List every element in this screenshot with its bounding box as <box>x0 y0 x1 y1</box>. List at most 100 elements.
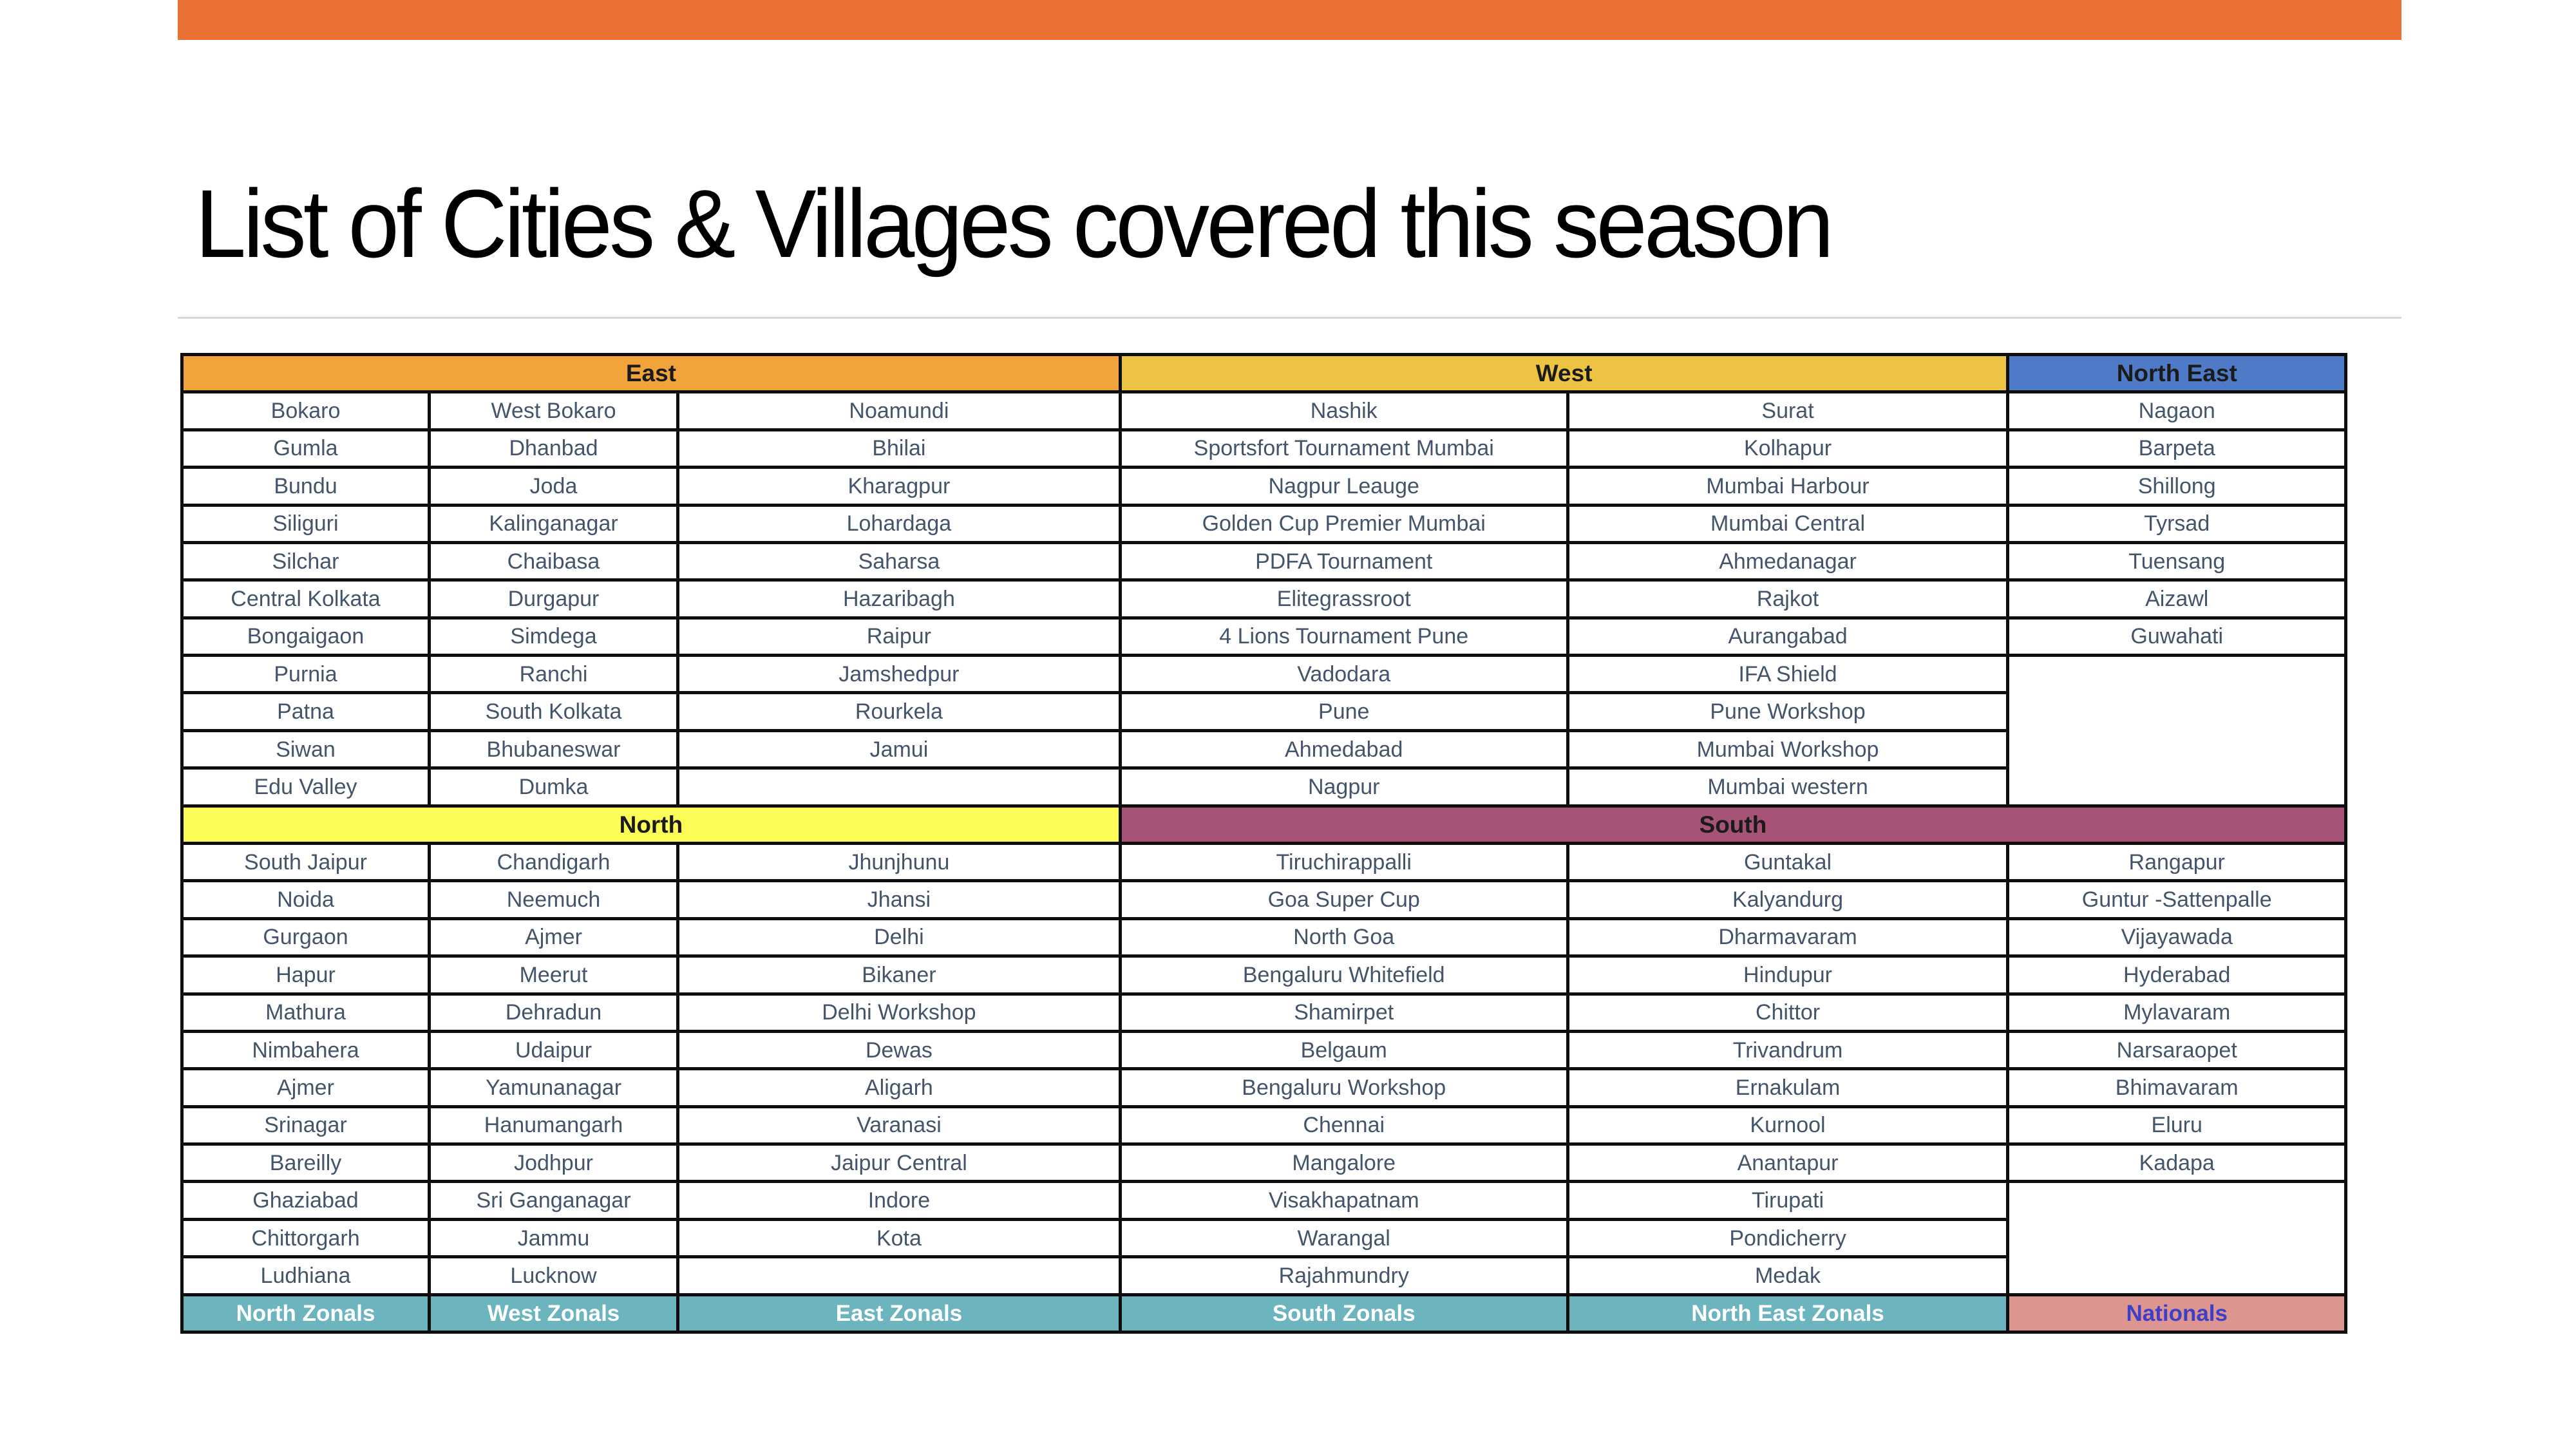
table-cell: Durgapur <box>431 582 676 616</box>
table-cell: Vadodara <box>1121 657 1566 692</box>
table-cell: Mangalore <box>1121 1146 1566 1180</box>
table-cell: Noamundi <box>679 393 1119 428</box>
table-cell: Gurgaon <box>184 920 428 955</box>
table-cell: Udaipur <box>431 1032 676 1068</box>
footer-nationals: Nationals <box>2009 1296 2344 1331</box>
table-cell: Bongaigaon <box>184 619 428 654</box>
table-cell: Bhimavaram <box>2009 1070 2344 1105</box>
table-cell: Surat <box>1569 393 2007 428</box>
table-cell: Ernakulam <box>1569 1070 2007 1105</box>
table-cell: Bhilai <box>679 431 1119 466</box>
table-cell: Narsaraopet <box>2009 1032 2344 1068</box>
page-title: List of Cities & Villages covered this s… <box>195 169 1834 278</box>
table-cell: Kalyandurg <box>1569 882 2007 917</box>
table-cell: Belgaum <box>1121 1032 1566 1068</box>
table-cell: Joda <box>431 469 676 504</box>
table-cell: Dewas <box>679 1032 1119 1068</box>
table-cell: Bundu <box>184 469 428 504</box>
table-cell: Ranchi <box>431 657 676 692</box>
table-cell: Warangal <box>1121 1220 1566 1256</box>
table-cell: Mathura <box>184 995 428 1030</box>
table-cell: Chittorgarh <box>184 1220 428 1256</box>
table-cell: Ahmedabad <box>1121 732 1566 767</box>
table-cell: Hyderabad <box>2009 958 2344 992</box>
table-cell: Guntakal <box>1569 845 2007 880</box>
table-cell: Bengaluru Workshop <box>1121 1070 1566 1105</box>
empty-cell <box>679 1258 1119 1293</box>
table-cell: Bhubaneswar <box>431 732 676 767</box>
table-cell: Lohardaga <box>679 506 1119 541</box>
table-cell: Ghaziabad <box>184 1183 428 1218</box>
table-cell: Nagpur <box>1121 770 1566 804</box>
table-cell: Meerut <box>431 958 676 992</box>
table-cell: Dhanbad <box>431 431 676 466</box>
table-cell: Shamirpet <box>1121 995 1566 1030</box>
table-cell: Noida <box>184 882 428 917</box>
region-header-north-east: North East <box>2009 356 2344 391</box>
table-cell: Kurnool <box>1569 1108 2007 1143</box>
table-cell: Kolhapur <box>1569 431 2007 466</box>
table-cell: Mumbai Workshop <box>1569 732 2007 767</box>
table-cell: Central Kolkata <box>184 582 428 616</box>
table-cell: Ludhiana <box>184 1258 428 1293</box>
table-cell: Mumbai western <box>1569 770 2007 804</box>
table-cell: Silchar <box>184 544 428 579</box>
table-cell: Jamui <box>679 732 1119 767</box>
table-cell: Nagaon <box>2009 393 2344 428</box>
table-cell: Nagpur Leauge <box>1121 469 1566 504</box>
table-cell: Visakhapatnam <box>1121 1183 1566 1218</box>
table-cell: Pune <box>1121 694 1566 729</box>
table-cell: Simdega <box>431 619 676 654</box>
table-cell: Kalinganagar <box>431 506 676 541</box>
table-cell: Hapur <box>184 958 428 992</box>
footer-south-zonals: South Zonals <box>1121 1296 1566 1331</box>
table-cell: Aligarh <box>679 1070 1119 1105</box>
table-cell: IFA Shield <box>1569 657 2007 692</box>
table-cell: Jodhpur <box>431 1146 676 1180</box>
footer-north-zonals: North Zonals <box>184 1296 428 1331</box>
table-cell: Trivandrum <box>1569 1032 2007 1068</box>
table-cell: Pune Workshop <box>1569 694 2007 729</box>
table-cell: Medak <box>1569 1258 2007 1293</box>
footer-east-zonals: East Zonals <box>679 1296 1119 1331</box>
top-accent-bar <box>178 0 2401 40</box>
table-cell: Gumla <box>184 431 428 466</box>
table-cell: Chennai <box>1121 1108 1566 1143</box>
table-cell: Eluru <box>2009 1108 2344 1143</box>
table-cell: Varanasi <box>679 1108 1119 1143</box>
table-cell: Srinagar <box>184 1108 428 1143</box>
table-cell: Chandigarh <box>431 845 676 880</box>
table-cell: Barpeta <box>2009 431 2344 466</box>
table-cell: Chittor <box>1569 995 2007 1030</box>
region-header-east: East <box>184 356 1119 391</box>
table-cell: Sri Ganganagar <box>431 1183 676 1218</box>
footer-north-east-zonals: North East Zonals <box>1569 1296 2007 1331</box>
cities-table: East West North East Bokaro Gumla Bundu Siligu… <box>180 353 2347 1334</box>
footer-west-zonals: West Zonals <box>431 1296 676 1331</box>
table-cell: Edu Valley <box>184 770 428 804</box>
table-cell: Guntur -Sattenpalle <box>2009 882 2344 917</box>
table-cell: Bikaner <box>679 958 1119 992</box>
table-cell: Nashik <box>1121 393 1566 428</box>
table-cell: Indore <box>679 1183 1119 1218</box>
table-cell: Lucknow <box>431 1258 676 1293</box>
empty-cell <box>679 770 1119 804</box>
table-cell: Hazaribagh <box>679 582 1119 616</box>
table-cell: North Goa <box>1121 920 1566 955</box>
table-cell: Patna <box>184 694 428 729</box>
table-cell: Jammu <box>431 1220 676 1256</box>
table-cell: West Bokaro <box>431 393 676 428</box>
table-cell: Aurangabad <box>1569 619 2007 654</box>
table-cell: Anantapur <box>1569 1146 2007 1180</box>
table-cell: 4 Lions Tournament Pune <box>1121 619 1566 654</box>
table-cell: Dehradun <box>431 995 676 1030</box>
table-cell: Vijayawada <box>2009 920 2344 955</box>
table-cell: Guwahati <box>2009 619 2344 654</box>
table-cell: Sportsfort Tournament Mumbai <box>1121 431 1566 466</box>
table-cell: Kadapa <box>2009 1146 2344 1180</box>
table-cell: Tirupati <box>1569 1183 2007 1218</box>
table-cell: South Jaipur <box>184 845 428 880</box>
table-cell: Rajahmundry <box>1121 1258 1566 1293</box>
table-cell: Kota <box>679 1220 1119 1256</box>
table-cell: Rourkela <box>679 694 1119 729</box>
